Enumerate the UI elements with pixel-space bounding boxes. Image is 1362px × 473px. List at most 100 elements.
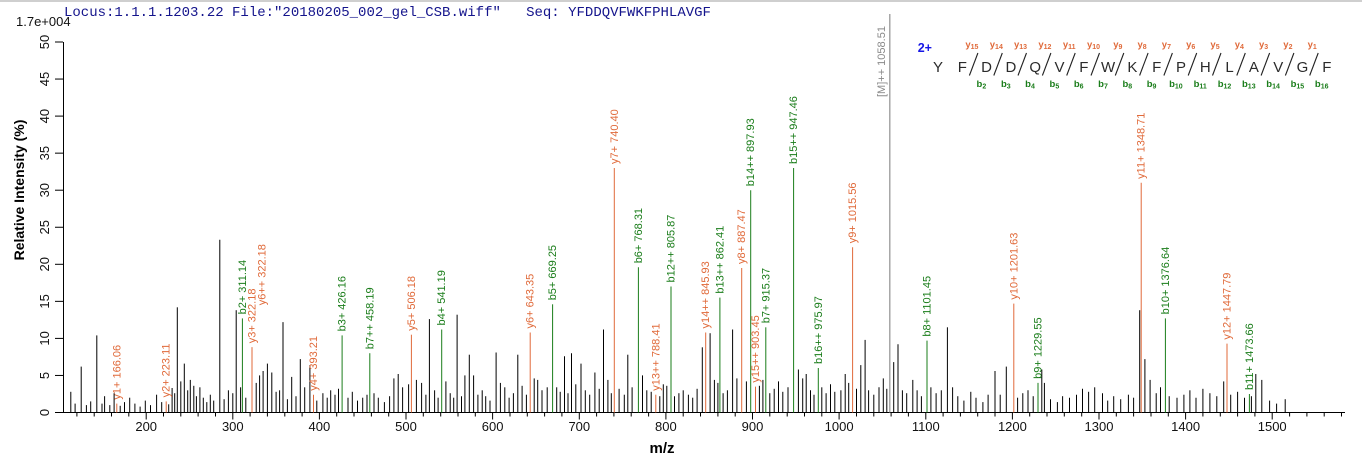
ladder-b16-label: b16 — [1315, 79, 1329, 91]
fragment-peak-b13: b13++ 862.41 — [714, 226, 726, 413]
peak-label: b5+ 669.25 — [547, 245, 559, 300]
fragment-peak-b5: b5+ 669.25 — [547, 245, 559, 413]
intensity-scale-label: 1.7e+004 — [16, 14, 71, 29]
y-tick-label: 45 — [37, 72, 52, 86]
fragment-peak-y8: y8+ 887.47 — [736, 209, 748, 413]
peak-label: y11+ 1348.71 — [1136, 113, 1148, 179]
fragment-peak-b3: b3+ 426.16 — [337, 276, 349, 413]
ladder-y12-label: y12 — [1038, 40, 1051, 52]
ladder-y7-label: y7 — [1162, 40, 1171, 52]
fragment-peak-b7: b7+ 915.37 — [760, 268, 772, 413]
fragment-peak-b15: b15++ 947.46 — [788, 96, 800, 413]
ladder-cleavage-slash — [1017, 52, 1028, 76]
peak-label: b9+ 1229.55 — [1033, 317, 1045, 378]
fragment-peak-b12: b12++ 805.87 — [666, 215, 678, 413]
y-tick-label: 35 — [37, 146, 52, 160]
ladder-b5-label: b5 — [1050, 79, 1060, 91]
ladder-cleavage-slash — [1041, 52, 1052, 76]
ladder-residue-11: P — [1176, 59, 1186, 76]
ladder-b4-label: b4 — [1025, 79, 1035, 91]
peak-label: y13++ 788.41 — [650, 323, 662, 390]
ladder-residue-8: W — [1101, 59, 1116, 76]
ladder-cleavage-slash — [1066, 52, 1076, 76]
fragment-peak-y13: y13++ 788.41 — [650, 323, 662, 413]
ladder-cleavage-slash — [1114, 52, 1125, 76]
precursor-label: [M]++ 1058.51 — [876, 26, 888, 97]
y-tick-label: 50 — [37, 35, 52, 49]
locus-file-text: Locus:1.1.1.1203.22 File:"20180205_002_g… — [64, 5, 501, 21]
ladder-y9-label: y9 — [1113, 40, 1122, 52]
ladder-cleavage-slash — [1309, 52, 1319, 76]
ladder-y14-label: y14 — [990, 40, 1003, 52]
window-top-border — [0, 0, 1362, 2]
ladder-y4-label: y4 — [1235, 40, 1244, 52]
y-axis-title: Relative Intensity (%) — [11, 120, 27, 261]
peak-label: y12+ 1447.79 — [1222, 273, 1234, 340]
ladder-cleavage-slash — [1187, 52, 1198, 76]
fragment-peak-b11: b11+ 1473.66 — [1244, 323, 1256, 413]
ladder-b12-label: b12 — [1218, 79, 1232, 91]
ladder-cleavage-slash — [1284, 52, 1295, 76]
y-tick-label: 30 — [37, 183, 52, 197]
peak-label: y6++ 322.18 — [257, 244, 269, 305]
ladder-residue-9: K — [1127, 59, 1137, 76]
precursor-charge-label: 2+ — [918, 41, 932, 55]
x-axis-title: m/z — [649, 440, 674, 457]
fragment-peak-y6: y6+ 643.35 — [525, 274, 537, 413]
peak-label: b8+ 1101.45 — [922, 276, 934, 337]
peak-label: y5+ 506.18 — [406, 276, 418, 331]
ladder-b3-label: b3 — [1001, 79, 1011, 91]
fragment-peak-y7: y7+ 740.40 — [609, 109, 621, 413]
precursor-peak: [M]++ 1058.51 — [876, 14, 891, 413]
ladder-b9-label: b9 — [1147, 79, 1157, 91]
fragment-peak-y11: y11+ 1348.71 — [1136, 113, 1148, 413]
ladder-cleavage-slash — [1211, 52, 1222, 76]
ladder-residue-4: D — [1005, 59, 1016, 76]
peak-label: b13++ 862.41 — [714, 226, 726, 294]
fragment-peak-b7: b7++ 458.19 — [364, 287, 376, 413]
ladder-y11-label: y11 — [1063, 40, 1076, 52]
ladder-y6-label: y6 — [1186, 40, 1195, 52]
ladder-b10-label: b10 — [1169, 79, 1183, 91]
peak-label: y15++ 903.45 — [750, 315, 762, 382]
x-tick-label: 1100 — [912, 419, 940, 434]
peak-label: b15++ 947.46 — [788, 96, 800, 164]
y-tick-label: 25 — [37, 220, 52, 234]
fragment-peak-y10: y10+ 1201.63 — [1008, 233, 1020, 413]
y-tick-label: 15 — [37, 294, 52, 308]
fragment-peak-b8: b8+ 1101.45 — [922, 276, 934, 413]
seq-value: YFDDQVFWKFPHLAVGF — [568, 5, 711, 21]
peak-label: y8+ 887.47 — [736, 209, 748, 264]
ladder-residue-16: G — [1297, 59, 1309, 76]
ladder-cleavage-slash — [1139, 52, 1149, 76]
ladder-residue-14: A — [1249, 59, 1259, 76]
ladder-b2-label: b2 — [977, 79, 987, 91]
ladder-b11-label: b11 — [1194, 79, 1207, 91]
ladder-residue-1: Y — [933, 59, 943, 76]
x-tick-label: 800 — [655, 419, 677, 434]
fragment-peak-y5: y5+ 506.18 — [406, 276, 418, 413]
peak-label: b16++ 975.97 — [813, 296, 825, 364]
ladder-cleavage-slash — [1090, 52, 1101, 76]
ladder-b13-label: b13 — [1242, 79, 1256, 91]
peak-label: y3+ 322.18 — [247, 289, 259, 344]
ladder-residue-10: F — [1152, 59, 1161, 76]
peptide-ladder: 2+Y F D D Q V F W K F P H L A V G Fy15b2y14b3y13b4y12b5y… — [918, 40, 1332, 91]
ladder-residue-3: D — [981, 59, 992, 76]
x-tick-label: 1000 — [825, 419, 854, 434]
seq-label: Seq: — [526, 5, 560, 21]
y-tick-label: 5 — [37, 372, 52, 379]
ladder-b7-label: b7 — [1098, 79, 1108, 91]
peak-label: b7++ 458.19 — [364, 287, 376, 349]
fragment-peak-b16: b16++ 975.97 — [813, 296, 825, 413]
x-tick-label: 400 — [309, 419, 331, 434]
ladder-residue-2: F — [958, 59, 967, 76]
x-tick-label: 600 — [482, 419, 504, 434]
ladder-residue-17: F — [1322, 59, 1331, 76]
ladder-residue-13: L — [1225, 59, 1233, 76]
peak-label: y9+ 1015.56 — [847, 182, 859, 243]
fragment-peak-y12: y12+ 1447.79 — [1222, 273, 1234, 413]
x-tick-label: 500 — [395, 419, 417, 434]
peak-label: y1+ 166.06 — [111, 345, 123, 400]
